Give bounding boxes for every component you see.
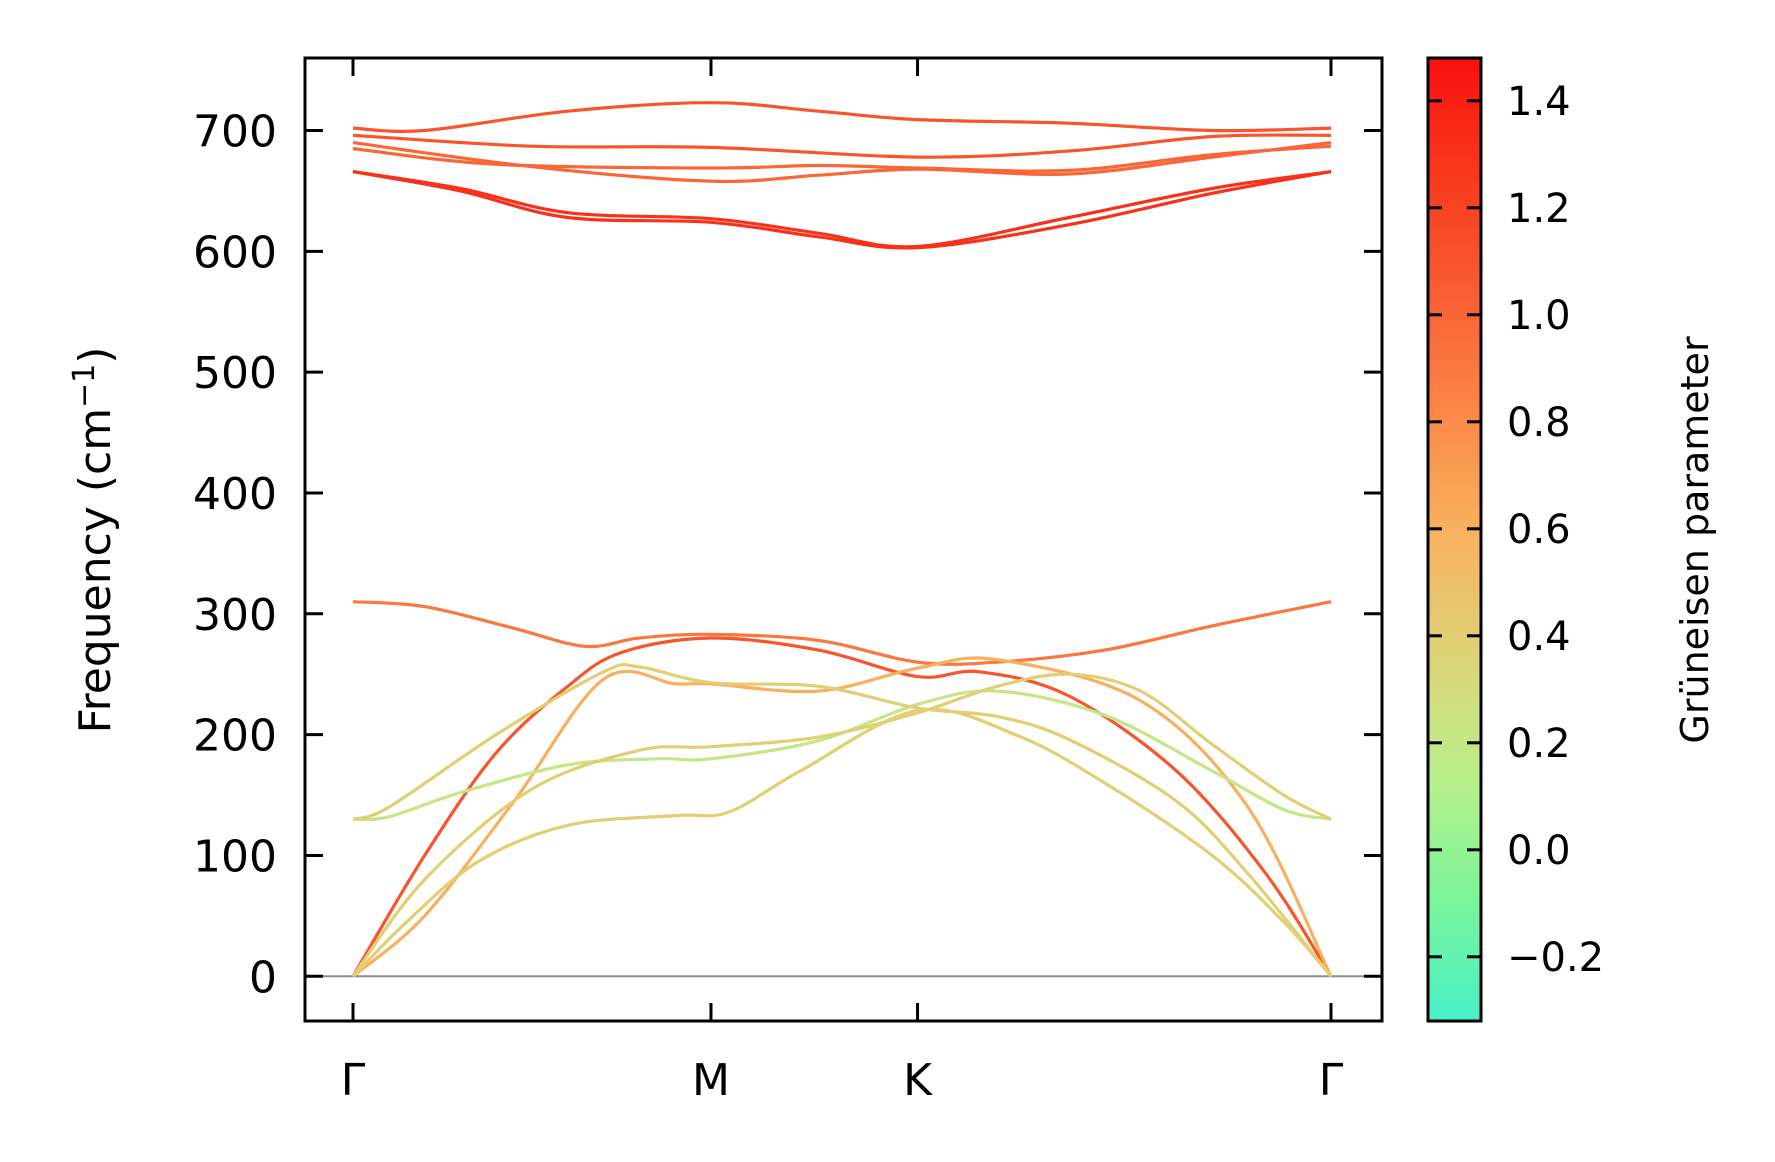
x-tick-label: K (903, 1055, 933, 1106)
band-line-11 (352, 662, 1333, 978)
colorbar-tick-label: 1.2 (1507, 186, 1571, 232)
colorbar-tick-label: 1.0 (1507, 293, 1571, 339)
colorbar-tick-label: 0.8 (1507, 400, 1571, 446)
colorbar-tick-label: −0.2 (1507, 935, 1604, 981)
colorbar-label: Grüneisen parameter (1673, 336, 1717, 744)
band-line-9 (351, 656, 1333, 978)
x-tick-label: M (692, 1055, 730, 1106)
band-line-4 (352, 141, 1332, 184)
band-line-2 (352, 170, 1332, 250)
band-line-6 (352, 101, 1332, 133)
y-tick-label: 200 (193, 711, 277, 762)
band-line-13 (351, 707, 1333, 978)
y-tick-label: 0 (249, 952, 277, 1003)
x-tick-label: Γ (1319, 1055, 1344, 1106)
colorbar-tick-label: 1.4 (1507, 79, 1571, 125)
y-axis-label: Frequency (cm−1) (67, 347, 121, 734)
y-tick-label: 700 (193, 106, 277, 157)
colorbar-tick-label: 0.6 (1507, 507, 1571, 553)
band-line-7 (352, 600, 1332, 666)
band-line-8 (351, 636, 1333, 978)
x-tick-label: Γ (341, 1055, 366, 1106)
colorbar-ticks: −0.2 0.0 0.2 0.4 0.6 0.8 1.0 1.2 1.4 (1428, 79, 1604, 981)
colorbar (1426, 56, 1483, 1023)
y-tick-label: 300 (193, 590, 277, 641)
colorbar-tick-label: 0.4 (1507, 614, 1571, 660)
y-axis-ticks: 0 100 200 300 400 500 600 700 (193, 106, 1382, 1003)
y-tick-label: 100 (193, 831, 277, 882)
band-line-10 (352, 689, 1332, 822)
colorbar-tick-label: 0.2 (1507, 721, 1571, 767)
band-line-5 (352, 133, 1332, 159)
y-tick-label: 600 (193, 227, 277, 278)
band-line-1 (352, 170, 1332, 249)
y-tick-label: 500 (193, 348, 277, 399)
band-lines (351, 101, 1333, 978)
colorbar-tick-label: 0.0 (1507, 828, 1571, 874)
y-tick-label: 400 (193, 469, 277, 520)
plot-area (303, 56, 1384, 1023)
